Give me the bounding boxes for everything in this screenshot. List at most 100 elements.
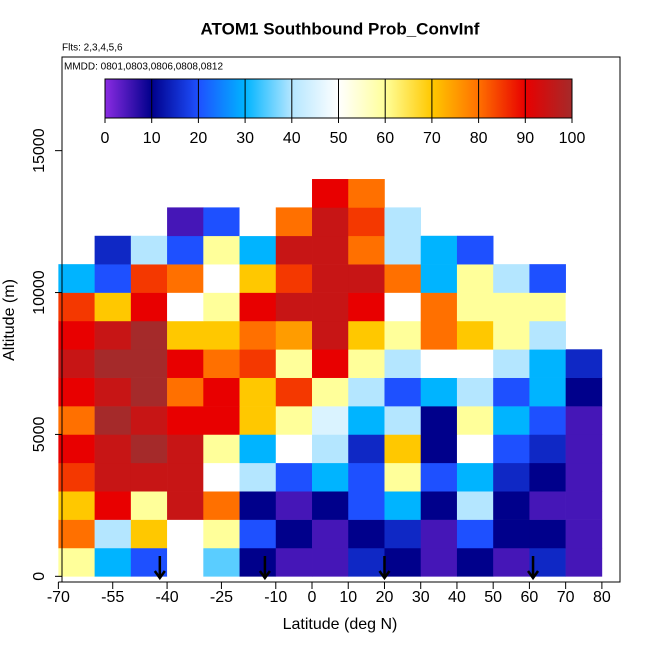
heatmap-cell [312,207,349,237]
heatmap-cell [529,264,566,293]
heatmap-cell [456,235,494,265]
heatmap-cell [312,235,349,265]
x-tick-label: -25 [210,589,233,606]
heatmap-cell [130,434,168,464]
heatmap-cell [203,377,240,407]
arrow [527,556,540,581]
heatmap-cell [493,491,530,520]
heatmap-cell [94,292,132,322]
heatmap-cell [94,434,132,464]
arrow [153,556,166,581]
heatmap-cell [384,406,422,435]
colorbar-tick-label: 40 [283,130,301,147]
x-tick-label: 60 [521,589,539,606]
heatmap-cell [130,547,168,577]
heatmap-cell [167,264,204,293]
heatmap-cell [456,491,494,520]
heatmap-cell [565,434,603,464]
heatmap-cell [384,207,422,237]
heatmap-cell [130,235,168,265]
x-tick-label: 10 [339,589,357,606]
heatmap-cell [312,377,349,407]
heatmap-cell [312,462,349,492]
heatmap-cell [348,406,385,435]
heatmap-cell [565,377,603,407]
heatmap-cell [529,377,566,407]
heatmap-cell [384,547,422,577]
heatmap-cell [456,462,494,492]
heatmap-cell [94,235,132,265]
heatmap-cell [456,349,494,378]
heatmap-cell [565,349,603,378]
y-tick-label: 0 [31,572,48,581]
heatmap-cell [275,320,313,350]
heatmap-cell [130,406,168,435]
heatmap [58,179,603,577]
heatmap-cell [529,462,566,492]
heatmap-cell [239,235,277,265]
heatmap-cell [312,491,349,520]
heatmap-cell [348,377,385,407]
heatmap-cell [94,519,132,549]
heatmap-cell [348,491,385,520]
x-tick-label: 80 [593,589,611,606]
heatmap-cell [493,462,530,492]
heatmap-cell [493,320,530,350]
heatmap-cell [348,349,385,378]
heatmap-cell [456,519,494,549]
colorbar-tick-label: 90 [516,130,534,147]
heatmap-cell [348,434,385,464]
heatmap-cell [239,406,277,435]
heatmap-cell [275,377,313,407]
heatmap-cell [239,264,277,293]
heatmap-cell [565,462,603,492]
heatmap-cell [565,519,603,549]
heatmap-cell [456,264,494,293]
heatmap-cell [565,406,603,435]
colorbar-tick-label: 30 [236,130,254,147]
x-axis-label: Latitude (deg N) [283,616,398,633]
heatmap-cell [58,377,95,407]
heatmap-cell [130,462,168,492]
heatmap-cell [239,320,277,350]
x-tick-label: -70 [47,589,70,606]
y-tick-label: 15000 [31,128,48,173]
heatmap-cell [420,235,458,265]
heatmap-cell [348,462,385,492]
heatmap-cell [58,519,95,549]
heatmap-cell [493,264,530,293]
heatmap-cell [420,292,458,322]
heatmap-cell [348,235,385,265]
heatmap-cell [275,406,313,435]
heatmap-cell [275,519,313,549]
heatmap-cell [58,264,95,293]
heatmap-cell [239,491,277,520]
heatmap-cell [312,406,349,435]
chart-title: ATOM1 Southbound Prob_ConvInf [201,19,480,38]
heatmap-cell [420,519,458,549]
heatmap-cell [529,519,566,549]
heatmap-cell [384,292,422,322]
heatmap-cell [203,462,240,492]
heatmap-cell [203,434,240,464]
heatmap-cell [167,462,204,492]
heatmap-cell [130,292,168,322]
heatmap-cell [275,491,313,520]
heatmap-cell [94,462,132,492]
heatmap-cell [58,406,95,435]
heatmap-cell [167,406,204,435]
heatmap-cell [58,292,95,322]
heatmap-cell [493,349,530,378]
heatmap-cell [275,292,313,322]
heatmap-cell [167,292,204,322]
heatmap-cell [456,406,494,435]
heatmap-cell [167,207,204,237]
colorbar-tick-label: 0 [101,130,110,147]
heatmap-cell [384,377,422,407]
heatmap-cell [203,349,240,378]
heatmap-cell [167,377,204,407]
heatmap-cell [312,547,349,577]
heatmap-cell [275,235,313,265]
heatmap-cell [167,547,204,577]
heatmap-cell [384,434,422,464]
